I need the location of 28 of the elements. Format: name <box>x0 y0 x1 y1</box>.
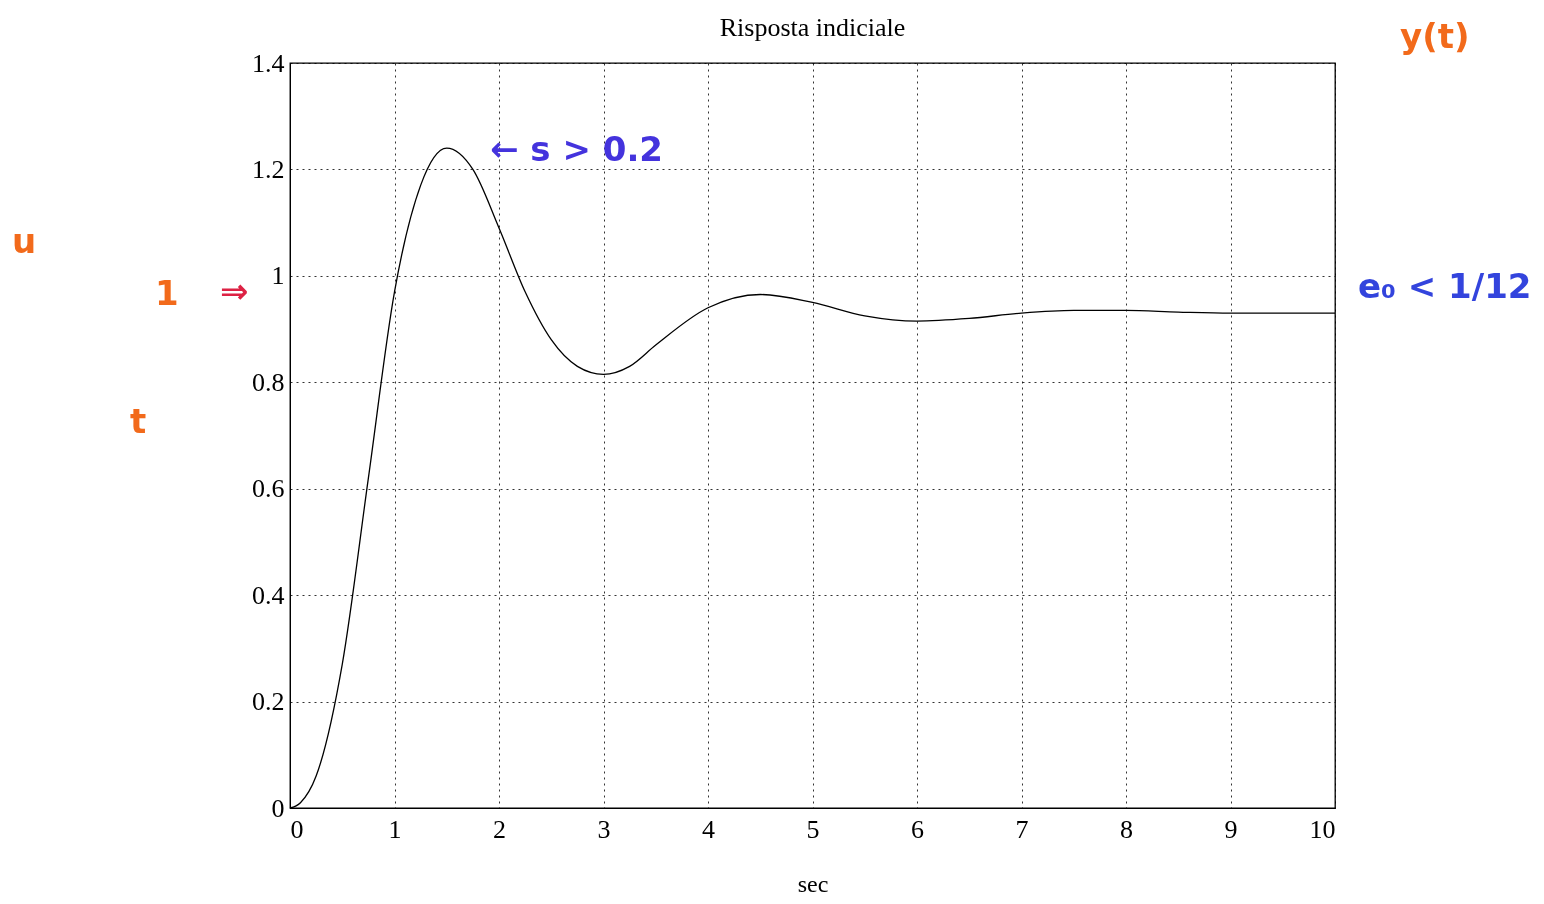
y-tick-label: 0 <box>271 793 285 823</box>
y-tick-label: 0.4 <box>252 580 285 610</box>
x-axis-title: sec <box>797 870 829 897</box>
x-tick-label: 3 <box>597 814 611 844</box>
chart-title: Risposta indiciale <box>719 13 906 42</box>
text: y(t) <box>1400 16 1470 56</box>
y-tick-label: 0.6 <box>252 474 285 504</box>
y-tick-label: 1.2 <box>252 154 285 184</box>
x-tick-label: 4 <box>702 814 715 844</box>
text: 1 <box>155 273 179 313</box>
y-tick-label: 1.4 <box>252 48 285 78</box>
x-tick-label: 6 <box>911 814 924 844</box>
x-tick-label: 1 <box>388 814 402 844</box>
x-tick-label: 9 <box>1224 814 1238 844</box>
text: e₀ < 1/12 <box>1358 266 1532 306</box>
annotation: ← s > 0.2 <box>490 129 663 169</box>
x-tick-label: 5 <box>806 814 820 844</box>
x-tick-label: 7 <box>1015 814 1029 844</box>
x-tick-label: 8 <box>1120 814 1133 844</box>
y-tick-label: 0.2 <box>252 687 285 717</box>
y-tick-label: 1 <box>271 261 285 291</box>
text: ⇒ <box>220 271 249 311</box>
x-tick-label: 2 <box>493 814 506 844</box>
y-tick-label: 0.8 <box>252 367 285 397</box>
x-tick-label: 0 <box>290 814 304 844</box>
text: u <box>12 221 37 261</box>
x-tick-label: 10 <box>1309 814 1336 844</box>
text: t <box>130 401 147 441</box>
